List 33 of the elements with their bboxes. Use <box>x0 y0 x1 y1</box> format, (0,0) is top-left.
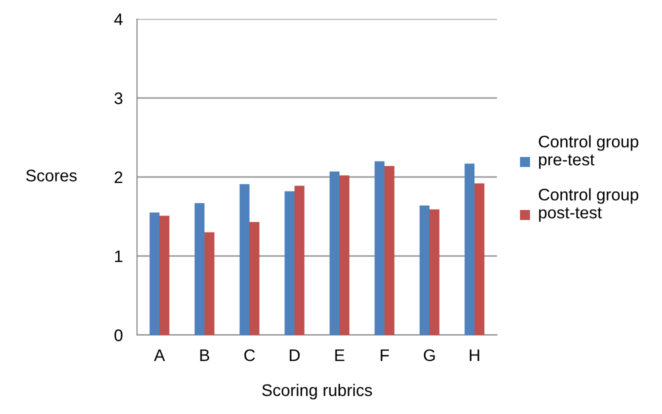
x-tick-label: B <box>200 350 210 361</box>
x-tick-label: A <box>154 350 166 361</box>
legend-label: Control group post-test <box>538 188 638 222</box>
x-tick-label: F <box>380 350 389 361</box>
bar <box>340 175 350 335</box>
x-tick-label: H <box>470 350 480 361</box>
bar <box>430 209 440 335</box>
bar <box>474 183 484 335</box>
legend-label: Control group pre-test <box>538 135 638 169</box>
x-tick-label: C <box>244 349 255 362</box>
bar <box>284 191 294 335</box>
y-tick-label: 1 <box>115 250 122 262</box>
bar <box>374 161 384 335</box>
y-axis-title: Scores <box>26 170 77 182</box>
x-tick-label: D <box>290 350 300 361</box>
bar <box>194 203 204 335</box>
bar <box>240 184 250 335</box>
bar <box>204 232 214 335</box>
bar <box>464 164 474 335</box>
bar <box>250 222 260 335</box>
x-tick-label: E <box>335 350 344 361</box>
bar <box>384 166 394 335</box>
x-axis-title: Scoring rubrics <box>262 384 372 400</box>
y-tick-label: 2 <box>114 171 122 184</box>
y-tick-label: 3 <box>114 92 122 104</box>
bar <box>330 171 340 335</box>
bar <box>150 212 160 335</box>
y-tick-label: 0 <box>114 329 122 342</box>
bar <box>294 186 304 335</box>
y-tick-label: 4 <box>114 14 123 26</box>
bar <box>420 205 430 335</box>
bar <box>160 216 170 335</box>
x-tick-label: G <box>424 349 435 362</box>
